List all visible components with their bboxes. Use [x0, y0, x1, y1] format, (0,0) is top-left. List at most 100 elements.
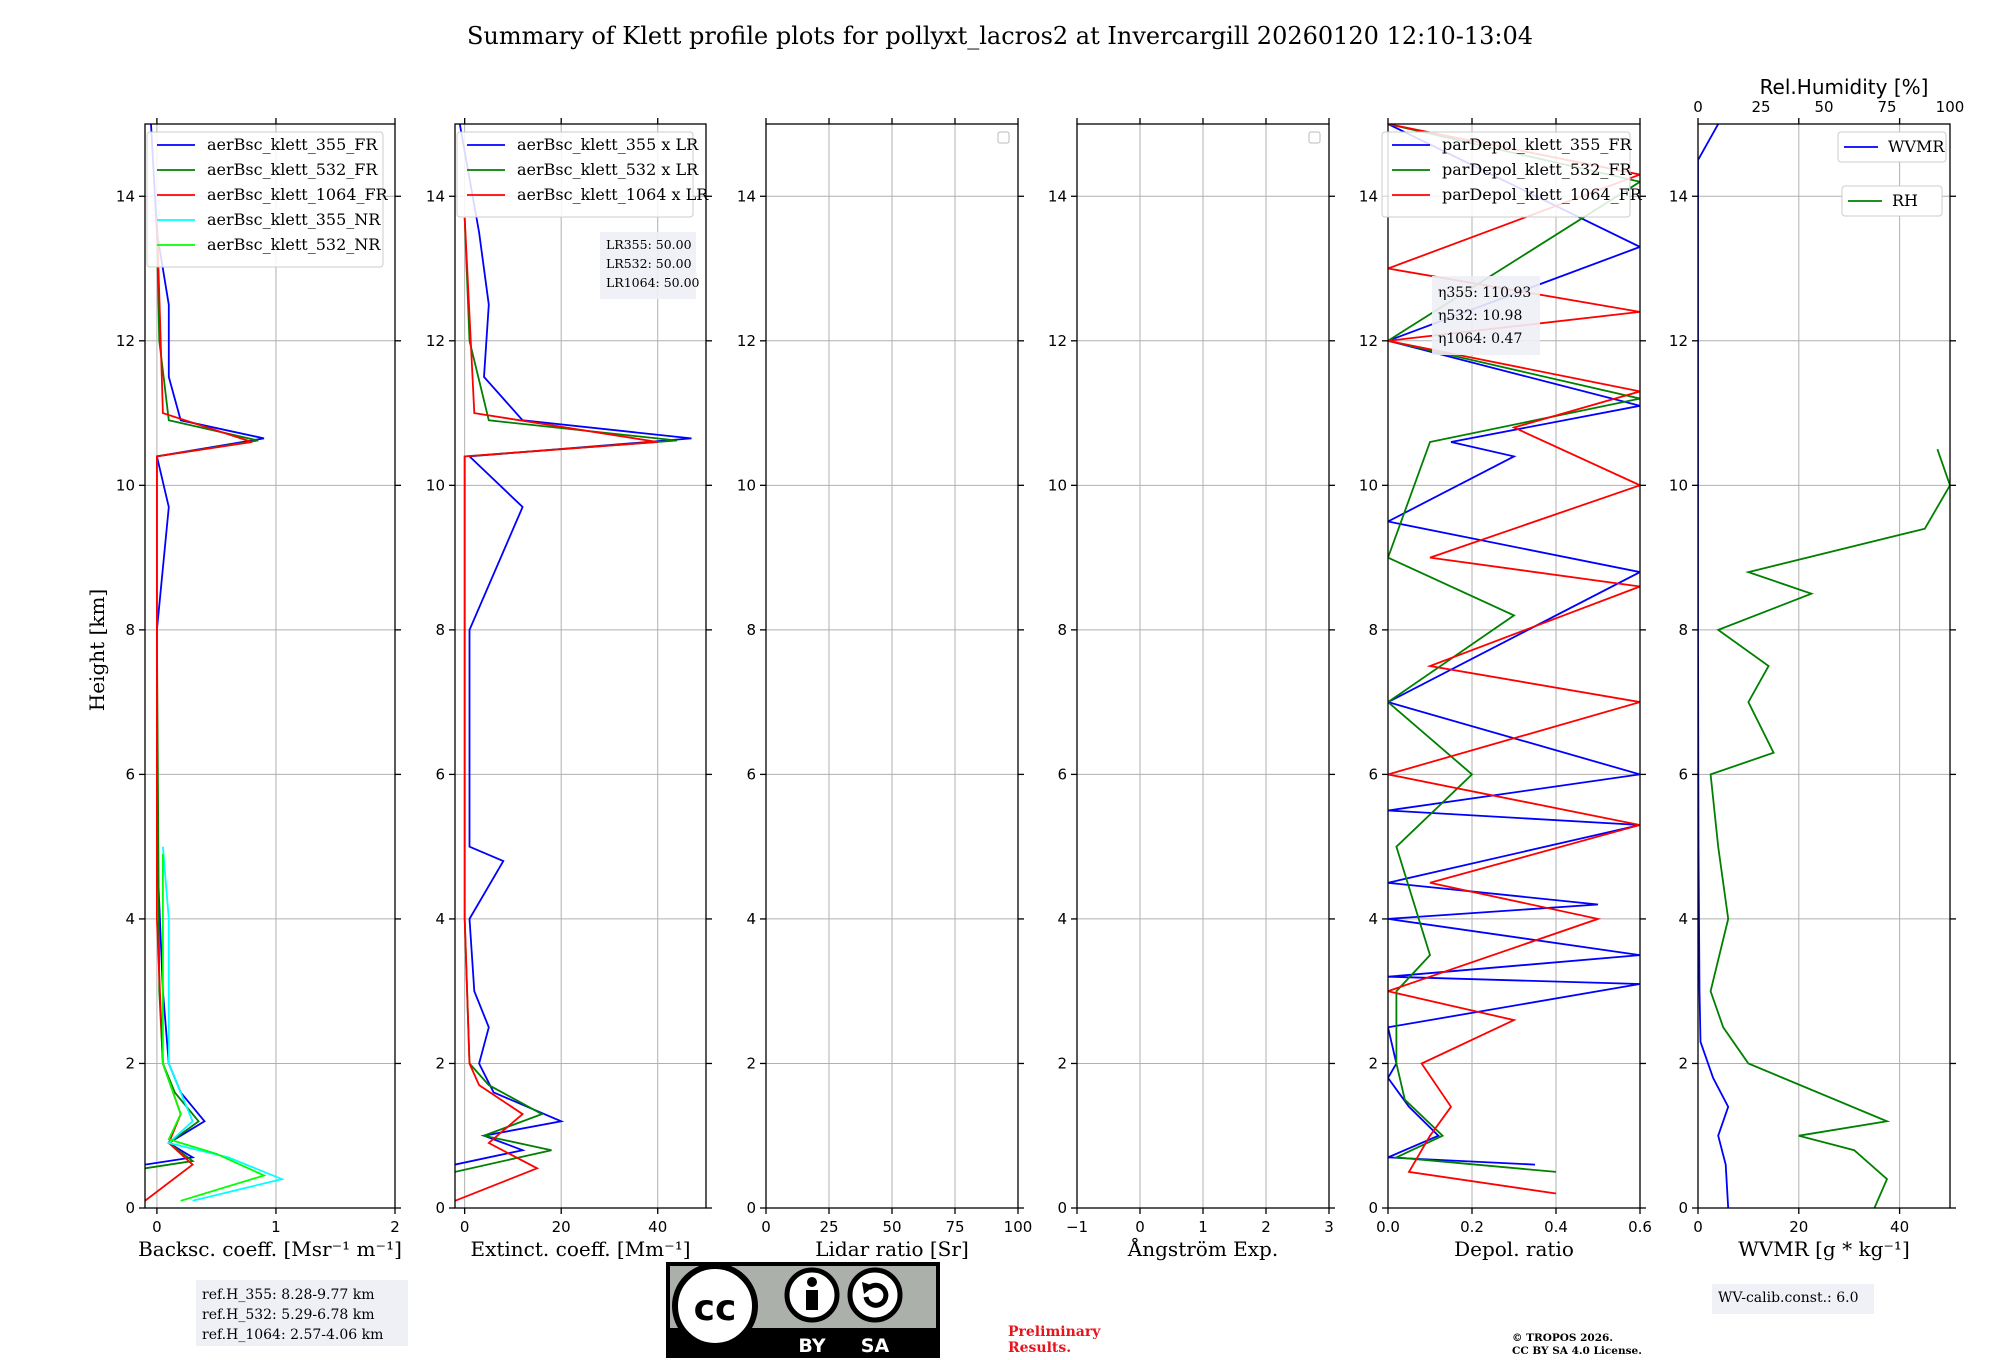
x2-axis-label: Rel.Humidity [%]	[1760, 75, 1929, 99]
y-tick-label: 2	[435, 1054, 445, 1072]
sa-arrow-arc	[863, 1282, 889, 1308]
x2-tick-label: 50	[1814, 98, 1833, 116]
by-person-body	[806, 1290, 818, 1310]
x-tick-label: 0.0	[1376, 1218, 1400, 1236]
y-axis-label: Height [km]	[85, 589, 109, 711]
x-tick-label: 0	[460, 1218, 470, 1236]
y-tick-label: 2	[746, 1054, 756, 1072]
y-tick-label: 14	[1669, 187, 1688, 205]
sa-arrow-head	[862, 1282, 874, 1294]
annotation-line: η355: 110.93	[1438, 285, 1531, 301]
annotation-bg	[600, 232, 696, 299]
plot-frame	[1697, 123, 1951, 1209]
x-tick-label: 0	[761, 1218, 771, 1236]
x2-tick-label: 0	[1693, 98, 1703, 116]
annotation-bg	[1432, 276, 1540, 355]
y-tick-label: 0	[125, 1199, 135, 1217]
annotation-box: LR355: 50.00 LR532: 50.00 LR1064: 50.00	[600, 232, 700, 299]
y-tick-label: 6	[1057, 765, 1067, 783]
legend-label: aerBsc_klett_532 x LR	[517, 160, 699, 179]
annotation-line: LR355: 50.00	[606, 237, 692, 252]
preliminary-line2: Results.	[1008, 1340, 1071, 1356]
x-tick-label: 40	[1890, 1218, 1909, 1236]
ref-height-bg	[196, 1280, 408, 1346]
empty-legend-box	[1308, 131, 1321, 144]
legend-label: aerBsc_klett_355_FR	[207, 135, 378, 154]
y-tick-label: 12	[1359, 332, 1378, 350]
x2-tick-label: 75	[1877, 98, 1896, 116]
sa-share-icon	[847, 1267, 903, 1323]
y-tick-label: 6	[435, 765, 445, 783]
legend-box	[146, 131, 384, 268]
plot-frame	[1387, 123, 1641, 1209]
legend-box	[1381, 131, 1631, 218]
y-tick-label: 12	[737, 332, 756, 350]
x-tick-label: 20	[552, 1218, 571, 1236]
legend-label: parDepol_klett_1064_FR	[1442, 185, 1643, 204]
y-tick-label: 10	[1048, 476, 1067, 494]
legend-label: aerBsc_klett_1064 x LR	[517, 185, 709, 204]
cc-letters: cc	[694, 1288, 737, 1329]
x-tick-label: 1	[1198, 1218, 1208, 1236]
series-line-RH	[1709, 448, 1950, 1208]
ref-height-532: ref.H_532: 5.29-6.78 km	[202, 1307, 375, 1323]
legend-label: WVMR	[1888, 137, 1945, 156]
by-person-head	[807, 1277, 817, 1287]
y-tick-label: 0	[746, 1199, 756, 1217]
legend-WVMR: WVMR	[1837, 131, 1947, 163]
x-tick-label: 0.4	[1544, 1218, 1568, 1236]
legend-label: aerBsc_klett_532_NR	[207, 235, 381, 254]
annotation-line: η1064: 0.47	[1438, 331, 1522, 347]
cc-by-sa-badge: cc BY SA	[666, 1262, 940, 1358]
y-tick-label: 2	[125, 1054, 135, 1072]
y-tick-label: 10	[426, 476, 445, 494]
x-axis-label: Depol. ratio	[1454, 1237, 1574, 1261]
legend-label: parDepol_klett_532_FR	[1442, 160, 1633, 179]
preliminary-line1: Preliminary	[1008, 1324, 1101, 1340]
legend-box	[1837, 131, 1947, 163]
legend: aerBsc_klett_355 x LR aerBsc_klett_532 x …	[456, 131, 709, 218]
series-line-WVMR	[1698, 124, 1730, 1208]
legend-label: parDepol_klett_355_FR	[1442, 135, 1633, 154]
x-axis-label: Extinct. coeff. [Mm⁻¹]	[470, 1237, 690, 1261]
x-tick-label: 20	[1789, 1218, 1808, 1236]
y-tick-label: 2	[1368, 1054, 1378, 1072]
y-tick-label: 14	[1048, 187, 1067, 205]
legend-label: aerBsc_klett_1064_FR	[207, 185, 389, 204]
y-tick-label: 0	[435, 1199, 445, 1217]
y-tick-label: 12	[426, 332, 445, 350]
legend-box	[456, 131, 694, 218]
x-tick-label: 3	[1324, 1218, 1334, 1236]
x-tick-label: 0	[152, 1218, 162, 1236]
legend-RH: RH	[1841, 185, 1943, 217]
by-label: BY	[798, 1335, 825, 1357]
y-tick-label: 12	[1669, 332, 1688, 350]
ref-height-355: ref.H_355: 8.28-9.77 km	[202, 1287, 375, 1303]
x-tick-label: 75	[945, 1218, 964, 1236]
plot-frame	[144, 123, 396, 1209]
sa-label: SA	[861, 1335, 890, 1357]
x-tick-label: 0	[1135, 1218, 1145, 1236]
x-tick-label: 40	[648, 1218, 667, 1236]
y-tick-label: 2	[1678, 1054, 1688, 1072]
legend-box	[1841, 185, 1943, 217]
annotation-line: LR532: 50.00	[606, 256, 692, 271]
y-tick-label: 6	[125, 765, 135, 783]
y-tick-label: 12	[1048, 332, 1067, 350]
y-tick-label: 8	[125, 621, 135, 639]
legend-label: RH	[1892, 191, 1918, 210]
y-tick-label: 8	[746, 621, 756, 639]
y-tick-label: 4	[1057, 910, 1067, 928]
legend-label: aerBsc_klett_355_NR	[207, 210, 381, 229]
y-tick-label: 12	[116, 332, 135, 350]
annotation-line: WV-calib.const.: 6.0	[1718, 1290, 1858, 1306]
x-tick-label: −1	[1066, 1218, 1088, 1236]
x-axis-label: Lidar ratio [Sr]	[815, 1237, 969, 1261]
y-tick-label: 6	[746, 765, 756, 783]
x-tick-label: 0.2	[1460, 1218, 1484, 1236]
x-tick-label: 25	[819, 1218, 838, 1236]
